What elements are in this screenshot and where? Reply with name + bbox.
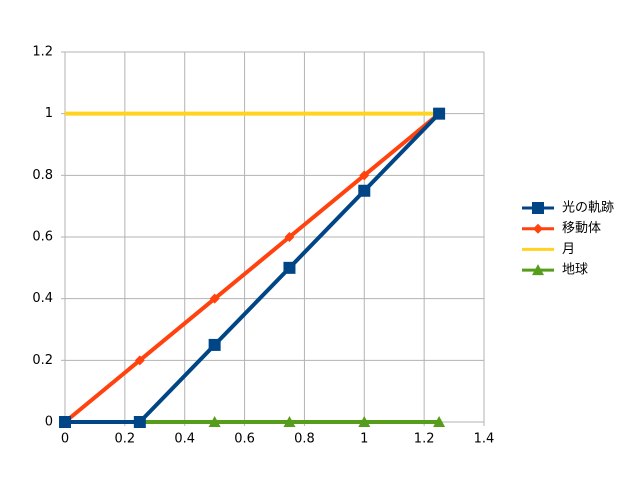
marker (433, 107, 446, 120)
marker (59, 416, 71, 428)
series-line (65, 112, 441, 424)
x-tick-label: 0.2 (115, 432, 136, 447)
legend-label: 光の軌跡 (562, 200, 614, 216)
y-tick-label: 0.2 (32, 353, 53, 368)
marker (208, 416, 221, 427)
legend-marker (532, 264, 544, 276)
marker (209, 293, 220, 304)
x-tick-label: 0.8 (294, 432, 315, 447)
x-tick-label: 0.4 (174, 432, 195, 447)
y-tick-label: 0.4 (32, 291, 53, 306)
x-tick-label: 0.6 (234, 432, 255, 447)
y-tick-label: 0.8 (32, 168, 53, 183)
marker (359, 170, 370, 181)
marker (358, 184, 371, 197)
series-line (63, 112, 441, 424)
marker (208, 338, 221, 351)
marker (134, 355, 145, 366)
marker (433, 416, 446, 427)
x-tick-label: 1.2 (414, 432, 435, 447)
x-tick-label: 1.4 (474, 432, 495, 447)
legend-label: 月 (562, 242, 575, 257)
marker (283, 416, 296, 427)
legend-marker (533, 223, 543, 234)
legend-label: 移動体 (562, 221, 601, 236)
y-tick-label: 1 (45, 106, 53, 121)
y-tick-label: 0.6 (32, 230, 53, 245)
marker (358, 416, 371, 427)
x-tick-label: 1 (360, 432, 368, 447)
marker (133, 416, 146, 428)
legend-label: 地球 (562, 263, 588, 278)
y-tick-label: 1.2 (32, 45, 53, 60)
marker (283, 261, 296, 274)
marker (284, 232, 295, 242)
y-tick-label: 0 (45, 415, 53, 430)
x-tick-label: 0 (61, 432, 69, 447)
legend-marker (532, 202, 544, 214)
